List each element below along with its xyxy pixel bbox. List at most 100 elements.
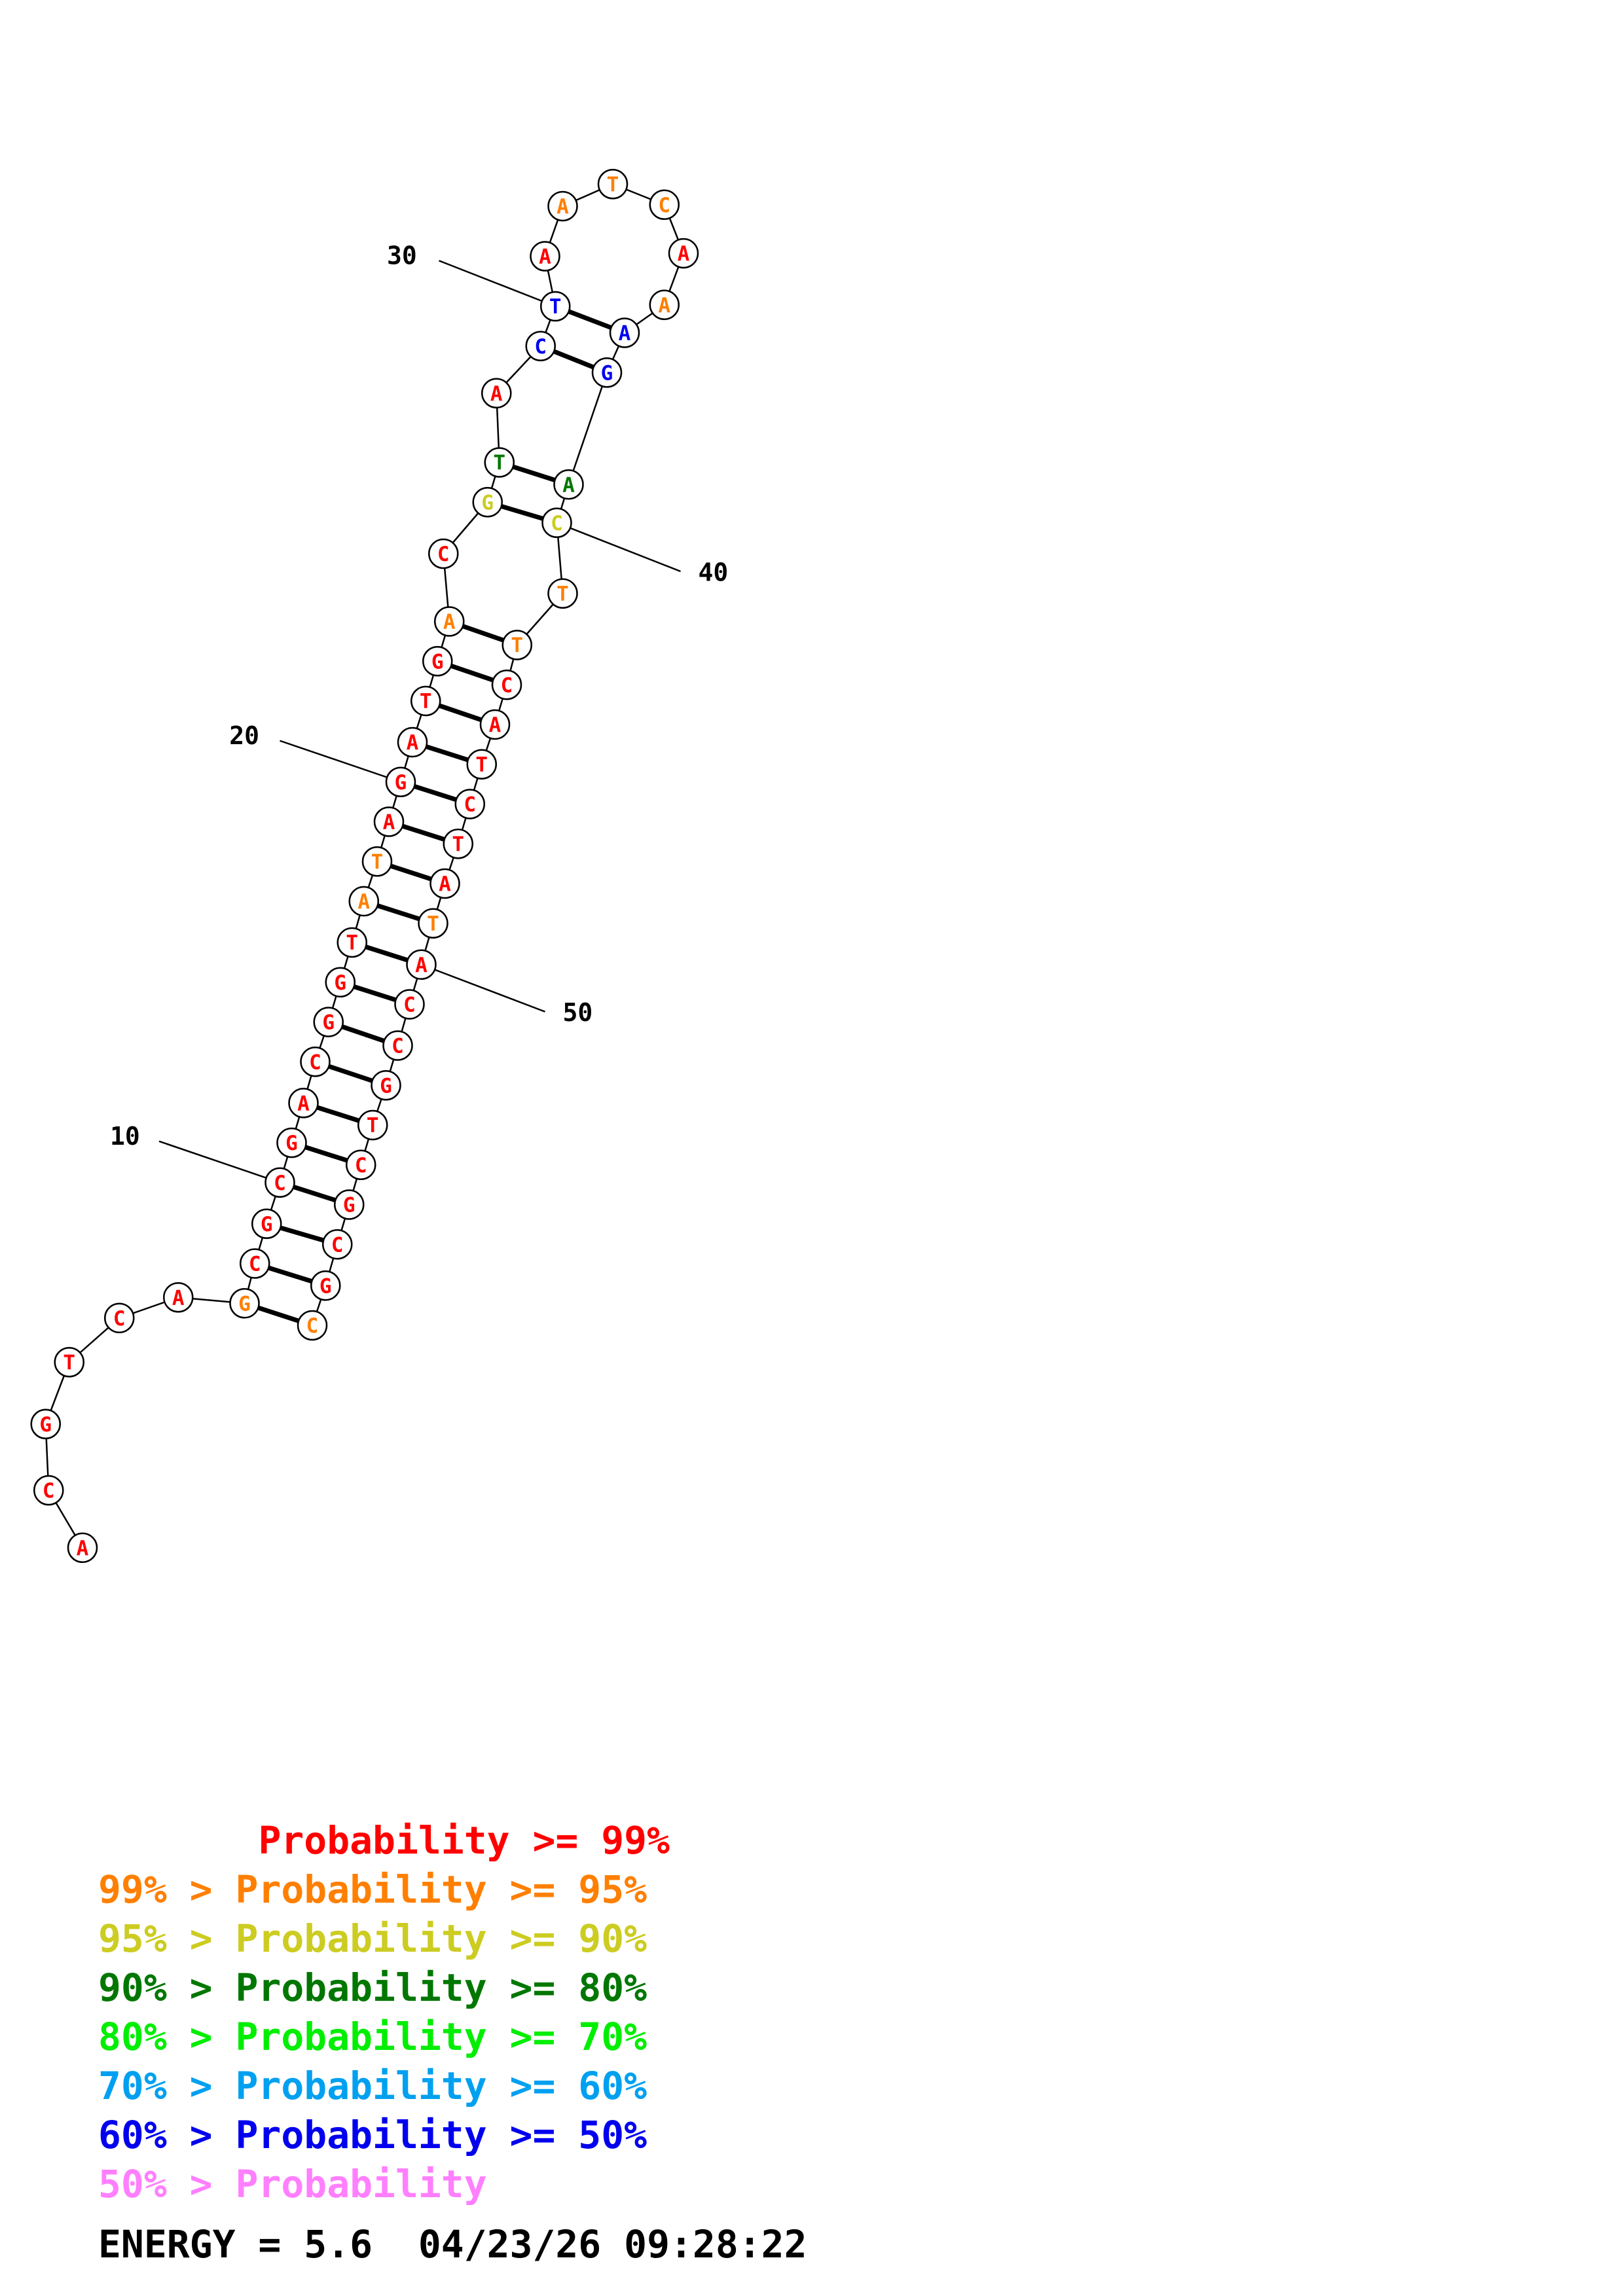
nucleotide-letter: A bbox=[357, 890, 370, 914]
nucleotide-circle bbox=[422, 646, 453, 677]
backbone-segment bbox=[568, 372, 608, 485]
nucleotide: T bbox=[540, 291, 571, 322]
legend-prefix: 70% > bbox=[98, 2064, 236, 2108]
position-label-leader bbox=[158, 1140, 280, 1183]
nucleotide-letter: A bbox=[556, 195, 569, 219]
nucleotide-circle bbox=[264, 1167, 295, 1198]
nucleotide-circle bbox=[597, 169, 629, 200]
nucleotide-letter: G bbox=[334, 971, 346, 995]
legend-prefix: 80% > bbox=[98, 2015, 236, 2059]
legend-prefix bbox=[98, 1818, 258, 1863]
nucleotide-letter: A bbox=[77, 1537, 89, 1560]
nucleotide-circle bbox=[406, 949, 437, 980]
nucleotide: A bbox=[373, 806, 405, 837]
nucleotide-letter: C bbox=[437, 543, 450, 566]
energy-value: ENERGY = 5.6 bbox=[98, 2222, 373, 2267]
nucleotide: T bbox=[418, 908, 448, 939]
position-label-layer: 10 20 30 40 50 bbox=[110, 242, 728, 1183]
nucleotide-circle bbox=[373, 806, 405, 837]
nucleotide-circle bbox=[276, 1127, 307, 1158]
nucleotide: T bbox=[466, 749, 497, 780]
nucleotide: A bbox=[288, 1088, 319, 1119]
position-label: 10 bbox=[110, 1122, 140, 1151]
legend-entry: Probability >= 99% bbox=[98, 1816, 670, 1865]
nucleotide-letter: T bbox=[549, 295, 562, 319]
nucleotide-circle bbox=[541, 507, 572, 538]
position-label: 20 bbox=[229, 721, 259, 750]
nucleotide-circle bbox=[547, 578, 578, 609]
legend-entry: 90% > Probability >= 80% bbox=[98, 1964, 670, 2013]
nucleotide-letter: G bbox=[431, 650, 444, 673]
nucleotide-circle bbox=[454, 789, 485, 819]
nucleotide-letter: T bbox=[346, 931, 358, 955]
nucleotide-letter: T bbox=[367, 1114, 379, 1138]
nucleotide-letter: A bbox=[562, 473, 575, 497]
nucleotide: A bbox=[348, 886, 379, 917]
nucleotide-circle bbox=[297, 1310, 328, 1341]
nucleotide-circle bbox=[357, 1109, 388, 1141]
nucleotide-circle bbox=[313, 1007, 344, 1037]
position-label: 30 bbox=[387, 242, 417, 270]
nucleotide: A bbox=[406, 949, 437, 980]
nucleotide-letter: C bbox=[403, 994, 416, 1017]
nucleotide-letter: A bbox=[619, 322, 631, 346]
nucleotide-letter: A bbox=[443, 611, 456, 634]
nucleotide-circle bbox=[397, 726, 428, 758]
nucleotide-letter: T bbox=[475, 753, 488, 777]
nucleotide-circle bbox=[649, 189, 680, 220]
nucleotide-circle bbox=[547, 190, 578, 222]
nucleotide-letter: A bbox=[490, 382, 503, 406]
legend-entry: 99% > Probability >= 95% bbox=[98, 1865, 670, 1914]
nucleotide-letter: A bbox=[415, 954, 428, 977]
nucleotide: T bbox=[410, 685, 441, 717]
nucleotide: T bbox=[337, 927, 367, 958]
nucleotide: C bbox=[454, 789, 485, 819]
nucleotide-letter: A bbox=[383, 811, 395, 834]
nucleotide-circle bbox=[525, 331, 556, 361]
position-label-leader bbox=[439, 260, 556, 308]
nucleotide: A bbox=[668, 238, 699, 269]
nucleotide: C bbox=[33, 1475, 64, 1506]
nucleotide-letter: T bbox=[452, 833, 464, 856]
nucleotide-circle bbox=[251, 1208, 282, 1239]
nucleotide: G bbox=[325, 967, 356, 997]
nucleotide: T bbox=[501, 630, 532, 660]
nucleotide-circle bbox=[288, 1088, 319, 1119]
nucleotide: G bbox=[313, 1007, 344, 1037]
nucleotide: T bbox=[597, 169, 629, 200]
nucleotide-circle bbox=[501, 630, 532, 660]
nucleotide-circle bbox=[33, 1475, 64, 1506]
nucleotide-circle bbox=[481, 378, 512, 408]
nucleotide-circle bbox=[466, 749, 497, 780]
nucleotide-circle bbox=[540, 291, 571, 322]
nucleotide-letter: G bbox=[481, 491, 494, 514]
nucleotide-letter: A bbox=[172, 1286, 185, 1310]
nucleotide: G bbox=[229, 1288, 260, 1319]
legend-prefix: 95% > bbox=[98, 1916, 236, 1961]
energy-footer: ENERGY = 5.6 04/23/26 09:28:22 bbox=[98, 2222, 807, 2267]
position-label-leader bbox=[280, 740, 401, 783]
nucleotide-circle bbox=[334, 1189, 365, 1220]
legend-prefix: 90% > bbox=[98, 1965, 236, 2010]
nucleotide-letter: C bbox=[274, 1172, 286, 1195]
nucleotide-circle bbox=[371, 1070, 401, 1101]
nucleotide: G bbox=[385, 766, 416, 797]
nucleotide-circle bbox=[530, 241, 560, 272]
nucleotide-circle bbox=[434, 606, 465, 637]
nucleotide-letter: C bbox=[501, 673, 513, 697]
nucleotide-letter: C bbox=[249, 1253, 261, 1276]
nucleotide-circle bbox=[428, 538, 459, 569]
position-label: 40 bbox=[699, 558, 729, 586]
nucleotide-letter: C bbox=[43, 1479, 55, 1503]
nucleotide: C bbox=[346, 1149, 376, 1180]
nucleotide-letter: C bbox=[658, 194, 670, 217]
nucleotide-letter: C bbox=[306, 1314, 319, 1338]
nucleotide-letter: C bbox=[392, 1035, 404, 1058]
nucleotide-circle bbox=[300, 1047, 331, 1077]
legend-label: Probability >= 99% bbox=[258, 1818, 670, 1863]
nucleotide-circle bbox=[361, 846, 393, 877]
nucleotide-circle bbox=[163, 1282, 194, 1313]
nucleotide-letter: T bbox=[420, 690, 432, 713]
nucleotide: G bbox=[371, 1070, 401, 1101]
nucleotide: C bbox=[240, 1248, 270, 1279]
